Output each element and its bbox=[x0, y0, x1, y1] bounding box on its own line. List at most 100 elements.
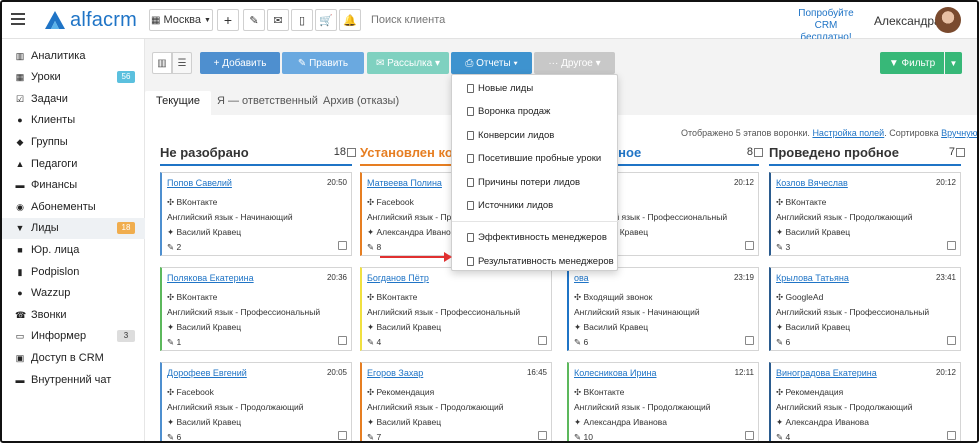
trial-link[interactable]: Попробуйте CRM бесплатно! bbox=[788, 8, 864, 44]
sidebar-item[interactable]: ▦ Уроки 56 bbox=[2, 67, 145, 88]
column-select-checkbox[interactable] bbox=[754, 148, 763, 157]
reports-button[interactable]: ⎙ Отчеты ▾ bbox=[451, 52, 532, 74]
sidebar-item[interactable]: ▮ Podpislon bbox=[2, 261, 145, 282]
lead-name-link[interactable]: Богданов Пётр bbox=[367, 273, 429, 283]
lead-name-link[interactable]: Попов Савелий bbox=[167, 178, 232, 188]
sidebar-item[interactable]: ● Wazzup bbox=[2, 283, 145, 304]
sidebar-item[interactable]: ■ Юр. лица bbox=[2, 239, 145, 260]
filter-dropdown-icon[interactable]: ▼ bbox=[945, 52, 962, 74]
user-name[interactable]: Александра bbox=[874, 14, 941, 28]
menu-burger-icon[interactable] bbox=[11, 13, 25, 25]
bell-icon[interactable]: 🔔 bbox=[339, 9, 361, 31]
lead-card[interactable]: Козлов Вячеслав 20:12 ✣ ВКонтакте Английски… bbox=[769, 172, 961, 256]
lead-name-link[interactable]: Матвеева Полина bbox=[367, 178, 442, 188]
sidebar-item[interactable]: ◉ Абонементы bbox=[2, 196, 145, 217]
logo[interactable]: alfacrm bbox=[44, 9, 137, 31]
add-lead-button[interactable]: + Добавить bbox=[200, 52, 280, 74]
report-document-icon bbox=[467, 83, 474, 93]
card-select-checkbox[interactable] bbox=[947, 336, 956, 345]
card-select-checkbox[interactable] bbox=[338, 431, 347, 440]
sidebar-item[interactable]: ▬ Финансы bbox=[2, 175, 145, 196]
card-select-checkbox[interactable] bbox=[538, 431, 547, 440]
lead-name-link[interactable]: Козлов Вячеслав bbox=[776, 178, 848, 188]
sidebar-item[interactable]: ☑ Задачи bbox=[2, 88, 145, 109]
reports-menu-item[interactable]: Конверсии лидов bbox=[452, 125, 619, 145]
column-select-checkbox[interactable] bbox=[347, 148, 356, 157]
sidebar-item[interactable]: ▲ Педагоги bbox=[2, 153, 145, 174]
report-document-icon bbox=[467, 154, 474, 163]
sidebar-item-label: Podpislon bbox=[31, 265, 80, 278]
lead-card[interactable]: Дорофеев Евгений 20:05 ✣ Facebook Английски… bbox=[160, 362, 352, 441]
lead-comments-count: 4 bbox=[785, 432, 791, 442]
mail-icon[interactable]: ✉ bbox=[267, 9, 289, 31]
lead-card[interactable]: Попов Савелий 20:50 ✣ ВКонтакте Английский … bbox=[160, 172, 352, 256]
reports-menu-item[interactable]: Причины потери лидов bbox=[452, 172, 619, 192]
lead-name-link[interactable]: Егоров Захар bbox=[367, 368, 424, 378]
sidebar-item-label: Клиенты bbox=[31, 114, 76, 127]
sidebar-item[interactable]: ▼ Лиды 18 bbox=[2, 217, 145, 239]
lead-card[interactable]: Богданов Пётр ✣ ВКонтакте Английский язык … bbox=[360, 267, 552, 351]
lead-card[interactable]: Егоров Захар 16:45 ✣ Рекомендация Английски… bbox=[360, 362, 552, 441]
source-icon: ✣ bbox=[367, 292, 377, 302]
cart-icon[interactable]: 🛒 bbox=[315, 9, 337, 31]
tab-current[interactable]: Текущие bbox=[145, 91, 211, 115]
briefcase-icon: ■ bbox=[17, 244, 23, 255]
mobile-icon[interactable]: ▯ bbox=[291, 9, 313, 31]
lead-name-link[interactable]: Виноградова Екатерина bbox=[776, 368, 877, 378]
sidebar-item[interactable]: ▬ Внутренний чат bbox=[2, 369, 145, 390]
mailing-button[interactable]: ✉ Рассылка ▾ bbox=[367, 52, 449, 74]
sidebar-item[interactable]: ▥ Аналитика bbox=[2, 45, 145, 66]
lead-card[interactable]: Колесникова Ирина 12:11 ✣ ВКонтакте Английс… bbox=[567, 362, 759, 441]
other-button[interactable]: ··· Другое ▾ bbox=[534, 52, 615, 74]
sidebar-item[interactable]: ▭ Информер 3 bbox=[2, 326, 145, 347]
tab-archive[interactable]: Архив (отказы) bbox=[323, 95, 400, 107]
column-select-checkbox[interactable] bbox=[956, 148, 965, 157]
lead-name-link[interactable]: Дорофеев Евгений bbox=[167, 368, 247, 378]
lead-name-link[interactable]: Полякова Екатерина bbox=[167, 273, 254, 283]
card-select-checkbox[interactable] bbox=[745, 241, 754, 250]
field-settings-link[interactable]: Настройка полей bbox=[812, 128, 885, 138]
reports-menu-item[interactable]: Эффективность менеджеров bbox=[452, 227, 619, 247]
lead-card[interactable]: Полякова Екатерина 20:36 ✣ ВКонтакте Англий… bbox=[160, 267, 352, 351]
sidebar-item-label: Юр. лица bbox=[31, 243, 80, 256]
lead-name-link[interactable]: Крылова Татьяна bbox=[776, 273, 849, 283]
tab-my-responsibility[interactable]: Я — ответственный bbox=[217, 95, 318, 107]
lead-manager: Василий Кравец bbox=[176, 227, 242, 237]
filter-button[interactable]: ▼ Фильтр bbox=[880, 52, 944, 74]
wrench-icon[interactable]: ✎ bbox=[243, 9, 265, 31]
card-select-checkbox[interactable] bbox=[947, 431, 956, 440]
card-select-checkbox[interactable] bbox=[538, 336, 547, 345]
reports-menu-item[interactable]: Воронка продаж bbox=[452, 102, 619, 122]
sort-mode-link[interactable]: Вручную bbox=[941, 128, 978, 138]
reports-menu-item[interactable]: Новые лиды bbox=[452, 78, 619, 98]
reports-menu-item[interactable]: Посетившие пробные уроки bbox=[452, 149, 619, 169]
card-select-checkbox[interactable] bbox=[745, 336, 754, 345]
reports-menu-item[interactable]: Источники лидов bbox=[452, 196, 619, 216]
card-select-checkbox[interactable] bbox=[338, 241, 347, 250]
lead-card[interactable]: Крылова Татьяна 23:41 ✣ GoogleAd Английский… bbox=[769, 267, 961, 351]
card-select-checkbox[interactable] bbox=[947, 241, 956, 250]
card-select-checkbox[interactable] bbox=[338, 336, 347, 345]
city-select[interactable]: ▦ Москва ▼ bbox=[149, 9, 213, 31]
view-list-icon[interactable]: ☰ bbox=[172, 52, 192, 74]
pin-icon: ✦ bbox=[776, 417, 786, 427]
sidebar-item[interactable]: ◆ Группы bbox=[2, 131, 145, 152]
sidebar-item[interactable]: ▣ Доступ в CRM bbox=[2, 347, 145, 368]
sidebar-item[interactable]: ☎ Звонки bbox=[2, 304, 145, 325]
lead-source: ВКонтакте bbox=[376, 292, 418, 302]
edit-button[interactable]: ✎ Править bbox=[282, 52, 364, 74]
lead-name-link[interactable]: ова bbox=[574, 273, 589, 283]
lead-card[interactable]: Виноградова Екатерина 20:12 ✣ Рекомендация… bbox=[769, 362, 961, 442]
search-input[interactable] bbox=[365, 10, 565, 30]
sidebar-item[interactable]: ● Клиенты bbox=[2, 110, 145, 131]
tabs: Текущие Я — ответственный Архив (отказы) bbox=[145, 91, 977, 115]
lead-card[interactable]: ова 23:19 ✣ Входящий звонок Английский язык… bbox=[567, 267, 759, 351]
lead-name-link[interactable]: Колесникова Ирина bbox=[574, 368, 657, 378]
view-kanban-icon[interactable]: ▥ bbox=[152, 52, 172, 74]
sidebar-item-label: Уроки bbox=[31, 71, 61, 84]
add-icon[interactable]: + bbox=[217, 9, 239, 31]
reports-menu-item[interactable]: Результативность менеджеров bbox=[452, 251, 619, 271]
avatar[interactable] bbox=[935, 7, 961, 33]
sidebar-item-label: Звонки bbox=[31, 308, 67, 321]
card-select-checkbox[interactable] bbox=[745, 431, 754, 440]
